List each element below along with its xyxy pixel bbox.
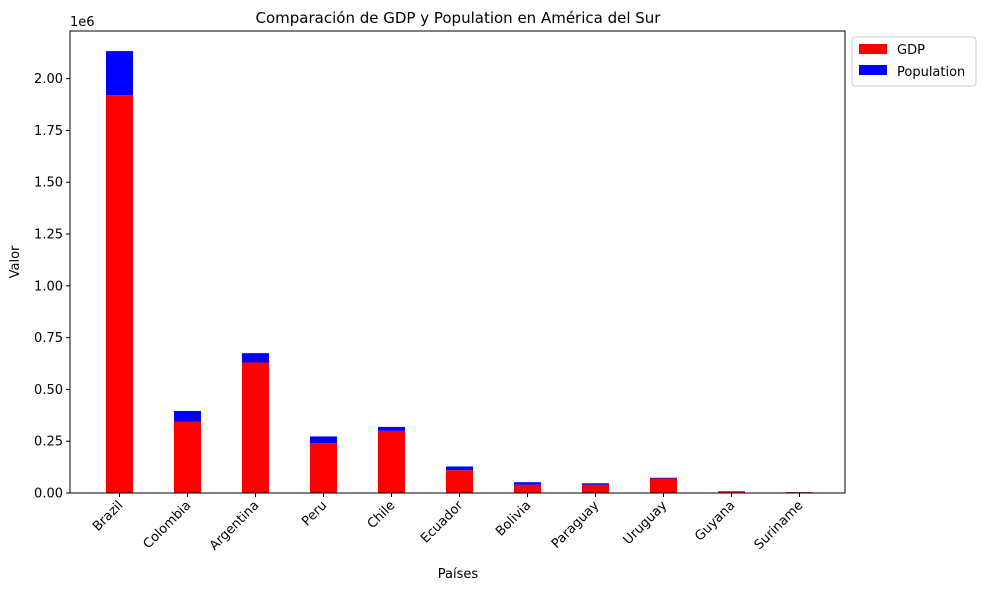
bar-population-chile bbox=[378, 426, 405, 431]
bar-gdp-paraguay bbox=[582, 484, 609, 493]
bar-gdp-guyana bbox=[718, 491, 745, 493]
x-tick-label-peru: Peru bbox=[299, 498, 330, 529]
bar-population-ecuador bbox=[446, 466, 473, 471]
bars-group bbox=[106, 51, 813, 493]
y-tick-label: 0.75 bbox=[34, 331, 63, 346]
y-axis-label: Valor bbox=[8, 245, 23, 278]
x-tick-label-argentina: Argentina bbox=[207, 498, 262, 553]
y-tick-label: 2.00 bbox=[34, 72, 63, 87]
legend-label-gdp: GDP bbox=[897, 43, 925, 58]
bar-gdp-colombia bbox=[174, 421, 201, 493]
x-tick-label-paraguay: Paraguay bbox=[549, 498, 603, 552]
bar-gdp-argentina bbox=[242, 362, 269, 493]
plot-frame bbox=[69, 30, 846, 494]
y-tick-label: 1.75 bbox=[34, 124, 63, 139]
bar-population-paraguay bbox=[582, 483, 609, 485]
legend-swatch-gdp bbox=[859, 44, 887, 54]
bar-gdp-peru bbox=[310, 443, 337, 493]
bar-gdp-chile bbox=[378, 430, 405, 493]
bar-population-bolivia bbox=[514, 482, 541, 485]
x-axis-ticks: Brazil Colombia Argentina Peru Chile Ecuador B… bbox=[90, 493, 806, 554]
x-tick-label-suriname: Suriname bbox=[752, 498, 807, 553]
x-tick-label-colombia: Colombia bbox=[141, 498, 195, 552]
y-tick-label: 0.25 bbox=[34, 435, 63, 450]
chart-title: Comparación de GDP y Population en Améri… bbox=[256, 9, 662, 27]
bar-gdp-bolivia bbox=[514, 484, 541, 493]
bar-gdp-brazil bbox=[106, 95, 133, 493]
y-tick-label: 0.50 bbox=[34, 383, 63, 398]
y-tick-label: 1.25 bbox=[34, 228, 63, 243]
bar-population-brazil bbox=[106, 51, 133, 96]
bar-population-argentina bbox=[242, 353, 269, 363]
legend-label-population: Population bbox=[897, 65, 965, 80]
x-tick-label-brazil: Brazil bbox=[90, 498, 126, 534]
x-tick-label-ecuador: Ecuador bbox=[418, 498, 467, 547]
legend: GDP Population bbox=[851, 36, 977, 87]
y-tick-label: 0.00 bbox=[34, 487, 63, 502]
y-axis-ticks: 0.00 0.25 0.50 0.75 1.00 1.25 1.50 1.75 2.00 bbox=[34, 72, 70, 502]
legend-swatch-population bbox=[859, 65, 887, 75]
x-axis-label: Países bbox=[438, 567, 479, 582]
x-tick-label-bolivia: Bolivia bbox=[493, 498, 534, 539]
x-tick-label-guyana: Guyana bbox=[692, 498, 738, 544]
bar-population-peru bbox=[310, 436, 337, 444]
y-offset-label: 1e6 bbox=[70, 15, 95, 30]
y-tick-label: 1.00 bbox=[34, 279, 63, 294]
bar-gdp-uruguay bbox=[650, 478, 677, 493]
x-tick-label-chile: Chile bbox=[365, 498, 399, 532]
bar-population-uruguay bbox=[650, 477, 677, 479]
bar-gdp-ecuador bbox=[446, 470, 473, 493]
x-tick-label-uruguay: Uruguay bbox=[621, 498, 671, 548]
bar-population-colombia bbox=[174, 410, 201, 422]
y-tick-label: 1.50 bbox=[34, 176, 63, 191]
